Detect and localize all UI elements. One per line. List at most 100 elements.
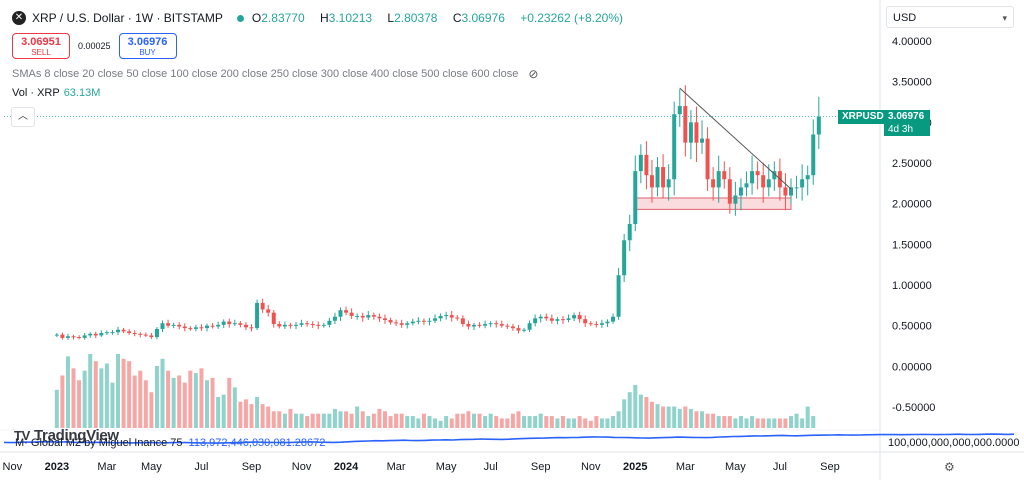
candle-body [360,315,365,318]
volume-bar [277,411,282,428]
volume-bar [143,380,148,428]
candle-body [538,316,543,319]
candle-body [516,328,521,331]
x-tick-label: Nov [292,461,312,473]
volume-bar [761,418,766,428]
candle-body [127,331,132,333]
candle-body [499,324,504,326]
candle-body [366,315,371,318]
candle-body [338,310,343,317]
candle-body [166,323,171,326]
candle-body [761,175,766,188]
spread-value: 0.00025 [78,41,111,51]
volume-bar [605,418,610,428]
candle-body [711,179,716,188]
candle-body [349,312,354,316]
eye-hidden-icon[interactable]: ⊘ [528,67,539,81]
volume-bar [766,418,771,428]
y-tick-label: -0.50000 [892,402,935,414]
volume-bar [310,413,315,428]
volume-bar [121,358,126,428]
volume-bar [154,365,159,428]
settings-icon[interactable]: ⚙ [944,460,955,474]
volume-bar [471,413,476,428]
volume-bar [255,396,260,428]
buy-button[interactable]: 3.06976 BUY [118,33,177,59]
candle-body [649,175,654,188]
candle-body [783,187,788,196]
candle-body [260,302,265,310]
ohlc-open: O2.83770 [251,11,305,25]
volume-bar [510,413,515,428]
volume-bar [794,413,799,428]
ohlc-change: +0.23262 (+8.20%) [520,11,623,25]
candle-body [555,319,560,321]
volume-bar [649,401,654,428]
y-tick-label: 0.50000 [892,321,932,333]
volume-bar [800,418,805,428]
candle-body [694,122,699,143]
candle-body [705,138,710,180]
candle-body [382,318,387,320]
x-tick-label: Sep [242,461,262,473]
sma-legend[interactable]: SMAs 8 close 20 close 50 close 100 close… [12,67,538,81]
volume-bar [266,406,271,428]
volume-bar [499,418,504,428]
m2-legend[interactable]: M· Global M2 by Miguel Inance 75 113,972,… [15,437,326,449]
candle-body [738,187,743,196]
volume-bar [588,420,593,428]
volume-bar [243,399,248,428]
candle-body [522,329,527,331]
volume-legend[interactable]: Vol · XRP 63.13M [12,87,101,99]
candle-body [427,320,432,322]
x-tick-label: Nov [3,461,23,473]
candle-body [594,324,599,326]
volume-bar [249,404,254,428]
candle-body [160,323,165,329]
candle-body [638,154,643,172]
currency-select[interactable]: USD ▾ [886,6,1014,28]
x-tick-label: Sep [820,461,840,473]
volume-bar [171,377,176,428]
candle-body [794,187,799,189]
volume-bar [88,354,93,428]
tradingview-logo: TV TradingView [14,427,119,444]
candle-body [549,318,554,321]
candle-body [182,326,187,329]
volume-bar [655,404,660,428]
volume-bar [221,394,226,428]
collapse-legend-button[interactable]: ︿ [11,107,35,127]
candle-body [154,328,159,338]
sell-button[interactable]: 3.06951 SELL [12,33,70,59]
volume-bar [627,392,632,428]
volume-bar [566,418,571,428]
volume-bar [371,413,376,428]
volume-bar [572,418,577,428]
volume-bar [149,392,154,428]
candle-body [310,324,315,326]
volume-bar [60,375,65,428]
x-tick-label: 2025 [623,461,647,473]
volume-bar [360,411,365,428]
candle-body [599,323,604,325]
candle-body [616,275,621,317]
volume-bar [65,356,70,428]
volume-bar [99,368,104,428]
candle-body [171,324,176,326]
symbol-title[interactable]: XRP / U.S. Dollar · 1W · BITSTAMP [32,11,223,25]
candle-body [655,167,660,188]
candle-body [805,175,810,180]
tradingview-icon: TV [14,428,31,443]
volume-bar [533,416,538,428]
volume-bar [282,413,287,428]
candle-body [143,334,148,336]
candle-body [177,324,182,327]
volume-bar [738,416,743,428]
x-tick-label: May [436,461,457,473]
volume-bar [777,418,782,428]
volume-bar [661,406,666,428]
volume-bar [116,354,121,428]
ohlc-values: O2.83770 H3.10213 L2.80378 C3.06976 +0.2… [252,11,629,25]
candle-body [305,323,310,325]
